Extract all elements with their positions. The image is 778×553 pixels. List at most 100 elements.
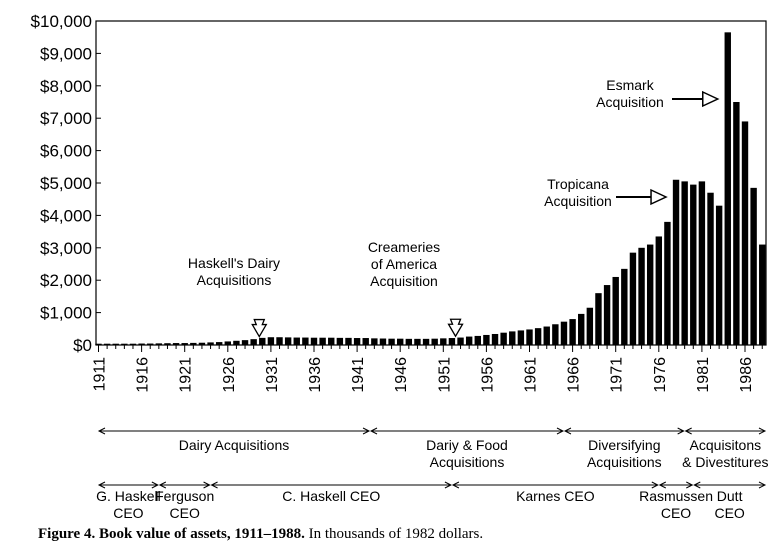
bar bbox=[578, 313, 585, 345]
bar bbox=[215, 342, 223, 345]
x-tick-label: 1956 bbox=[479, 357, 496, 393]
ceo-label: CEO bbox=[113, 505, 143, 521]
ceo-label: Karnes CEO bbox=[516, 488, 595, 504]
bar bbox=[483, 334, 490, 345]
caption-bold: Figure 4. Book value of assets, 1911–198… bbox=[38, 526, 305, 542]
annotation-label: Creameries bbox=[368, 239, 440, 255]
bar bbox=[241, 340, 249, 345]
ceo-bracket-arrow-right bbox=[444, 481, 453, 489]
period-bracket-arrow-left bbox=[369, 427, 378, 435]
bar bbox=[95, 343, 102, 345]
bar bbox=[302, 337, 309, 345]
bar bbox=[724, 32, 731, 346]
bar bbox=[655, 236, 662, 345]
x-tick-label: 1946 bbox=[393, 357, 410, 393]
bar bbox=[534, 328, 542, 345]
bar bbox=[103, 343, 111, 345]
ceo-label: Ferguson bbox=[155, 488, 214, 504]
annotation-label: Acquisition bbox=[544, 193, 612, 209]
period-bracket-arrow-right bbox=[677, 427, 685, 435]
bar bbox=[715, 205, 723, 345]
bar bbox=[664, 221, 671, 345]
ceo-label: CEO bbox=[714, 505, 744, 521]
x-tick-label: 1926 bbox=[221, 357, 238, 393]
bar bbox=[397, 338, 404, 345]
bar bbox=[603, 285, 611, 345]
x-tick-label: 1911 bbox=[92, 357, 109, 392]
period-bracket-arrow-right bbox=[758, 427, 767, 435]
period-bracket-arrow-left bbox=[563, 427, 572, 435]
period-label: Dairy Acquisitions bbox=[179, 437, 290, 453]
annotation-label: Acquisition bbox=[370, 273, 438, 289]
period-bracket-arrow-right bbox=[556, 427, 565, 435]
bar bbox=[345, 337, 352, 345]
bar bbox=[190, 342, 197, 345]
chart-timelines: Dairy Acquisitions Dariy & FoodAcquisitio… bbox=[96, 427, 769, 521]
bar bbox=[224, 341, 231, 345]
x-tick-label: 1931 bbox=[264, 357, 281, 393]
bar bbox=[164, 343, 171, 345]
hollow-arrow-right bbox=[650, 188, 668, 206]
y-tick-label: $7,000 bbox=[40, 109, 92, 128]
x-tick-label: 1921 bbox=[178, 357, 195, 393]
ceo-label: Dutt bbox=[717, 488, 743, 504]
chart-bars bbox=[95, 32, 766, 346]
bar bbox=[612, 276, 619, 345]
bar bbox=[172, 343, 180, 345]
bar bbox=[422, 338, 430, 345]
period-label: Acquisitions bbox=[430, 454, 505, 470]
x-tick-label: 1941 bbox=[350, 357, 367, 393]
bar bbox=[491, 333, 499, 345]
y-tick-label: $0 bbox=[73, 336, 92, 355]
ceo-bracket-arrow-left bbox=[658, 481, 667, 489]
bar bbox=[310, 337, 318, 345]
annotation-label: Acquisitions bbox=[197, 272, 272, 288]
bar bbox=[129, 343, 137, 345]
bar bbox=[552, 324, 559, 345]
y-tick-label: $1,000 bbox=[40, 304, 92, 323]
bar bbox=[543, 326, 550, 345]
ceo-bracket-arrow-left bbox=[97, 481, 106, 489]
x-tick-label: 1916 bbox=[135, 357, 152, 393]
bar bbox=[509, 331, 516, 345]
bar bbox=[328, 337, 335, 345]
ceo-bracket-arrow-right bbox=[651, 481, 659, 489]
bar bbox=[138, 343, 145, 345]
bar bbox=[759, 244, 766, 345]
bar bbox=[621, 268, 628, 345]
period-label: Acquisitons bbox=[690, 437, 762, 453]
ceo-label: G. Haskell bbox=[96, 488, 161, 504]
bar bbox=[646, 244, 654, 345]
y-tick-label: $3,000 bbox=[40, 239, 92, 258]
x-tick-label: 1981 bbox=[695, 357, 712, 393]
y-tick-label: $10,000 bbox=[31, 12, 92, 31]
bar bbox=[155, 343, 163, 345]
hollow-arrow-down bbox=[251, 318, 268, 338]
bar bbox=[750, 187, 757, 345]
ceo-bracket-arrow-left bbox=[451, 481, 460, 489]
bar bbox=[707, 192, 714, 345]
bar bbox=[371, 338, 378, 345]
bar bbox=[440, 338, 447, 345]
bar bbox=[319, 337, 326, 345]
ceo-bracket-arrow-right bbox=[758, 481, 767, 489]
hollow-arrow-right bbox=[702, 90, 720, 108]
bar bbox=[638, 247, 645, 345]
x-tick-label: 1966 bbox=[566, 357, 583, 393]
bar bbox=[733, 102, 740, 345]
figure-caption: Figure 4. Book value of assets, 1911–198… bbox=[38, 526, 768, 543]
y-tick-label: $9,000 bbox=[40, 44, 92, 63]
x-tick-label: 1986 bbox=[738, 357, 755, 393]
bar bbox=[681, 181, 688, 345]
bar bbox=[267, 337, 275, 345]
ceo-label: CEO bbox=[170, 505, 200, 521]
ceo-label: C. Haskell CEO bbox=[282, 488, 380, 504]
y-tick-label: $4,000 bbox=[40, 206, 92, 225]
bar bbox=[465, 336, 473, 345]
bar bbox=[233, 340, 240, 345]
bar bbox=[595, 293, 602, 345]
x-tick-label: 1971 bbox=[609, 357, 626, 393]
bar bbox=[517, 330, 525, 345]
